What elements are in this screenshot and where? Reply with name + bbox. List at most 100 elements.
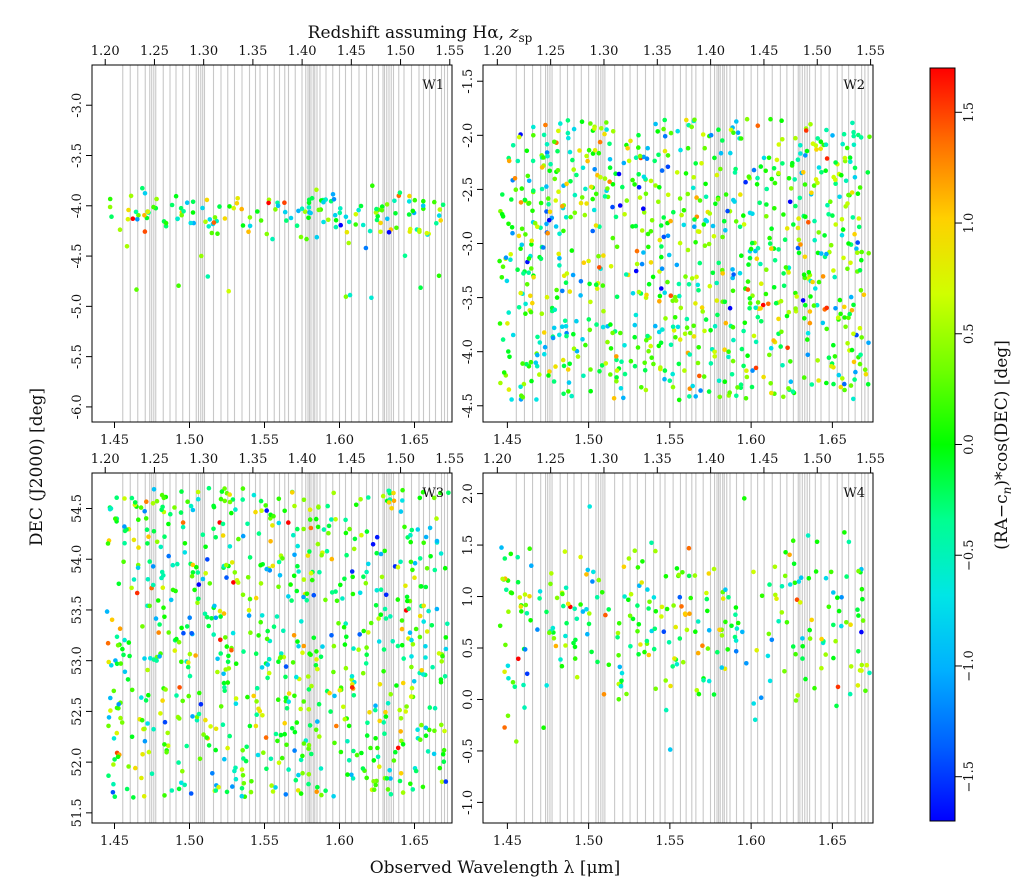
data-point [329,517,334,522]
data-point [621,160,627,166]
data-point [630,291,636,296]
data-point [758,319,764,324]
data-point [735,385,740,390]
data-point [419,668,425,673]
data-point [398,716,404,721]
data-point [551,379,557,384]
data-point [823,168,828,173]
data-point [636,289,642,295]
data-point [648,260,654,265]
data-point [270,563,276,569]
data-point [858,352,863,358]
data-point [108,506,114,511]
data-point [139,775,144,781]
data-point [858,135,864,140]
data-point [298,706,304,712]
data-point [801,170,806,175]
data-point [590,196,595,202]
data-point [400,742,406,747]
data-point [692,117,697,123]
data-point [437,765,443,771]
data-point [796,250,802,256]
data-point [513,187,519,192]
data-point [776,316,781,322]
data-point [398,729,404,734]
data-point [567,149,573,155]
data-point [659,168,665,173]
data-point [602,194,608,199]
data-point [374,588,380,593]
data-point [133,765,138,771]
data-point [743,179,748,185]
data-point [311,635,317,641]
data-point [333,517,338,522]
x-tick-label: 1.45 [493,433,522,448]
data-point [834,703,839,709]
data-point [772,180,778,186]
data-point [522,592,528,597]
data-point [231,580,236,585]
data-point [776,170,781,176]
data-point [203,544,208,550]
data-point [300,770,305,776]
data-point [409,654,414,659]
data-point [571,126,577,132]
data-point [275,697,281,702]
data-point [315,719,320,724]
data-point [592,167,597,172]
data-point [661,126,666,132]
data-point [578,602,583,607]
data-point [786,386,791,391]
data-point [682,611,688,616]
x-tick-label: 1.50 [175,433,204,448]
data-point [518,290,523,296]
data-point [518,246,523,251]
data-point [783,265,789,270]
data-point [803,153,808,158]
data-point [641,206,646,211]
data-point [176,786,182,792]
data-point [403,583,408,589]
data-point [264,508,270,513]
data-point [280,556,285,561]
data-point [329,633,334,638]
data-point [662,368,668,373]
data-point [541,155,546,160]
data-point [546,373,551,378]
data-point [672,294,678,300]
data-point [385,216,390,222]
data-point [632,334,637,340]
data-point [639,261,645,267]
data-point [668,293,674,299]
data-point [227,544,233,549]
data-point [507,354,512,360]
data-point [391,490,396,496]
data-point [537,596,542,601]
data-point [686,282,692,287]
data-point [331,643,337,649]
data-point [441,759,447,764]
data-point [691,323,696,329]
data-point [241,756,246,761]
data-point [757,200,762,206]
data-point [118,661,124,666]
data-point [260,713,265,718]
z-tick-label: 1.25 [140,44,169,59]
data-point [648,178,654,184]
data-point [175,561,180,567]
top-axis-title: Redshift assuming Hα, zsp [308,23,533,45]
data-point [114,495,119,501]
data-point [182,541,188,546]
data-point [596,253,601,259]
data-point [249,779,254,784]
data-point [641,174,647,180]
data-point [858,288,864,293]
data-point [395,745,401,751]
data-point [742,320,748,326]
data-point [604,120,609,125]
data-point [233,661,239,666]
data-point [564,271,570,276]
panel-frame [91,472,453,824]
data-point [186,660,191,665]
data-point [148,656,153,661]
